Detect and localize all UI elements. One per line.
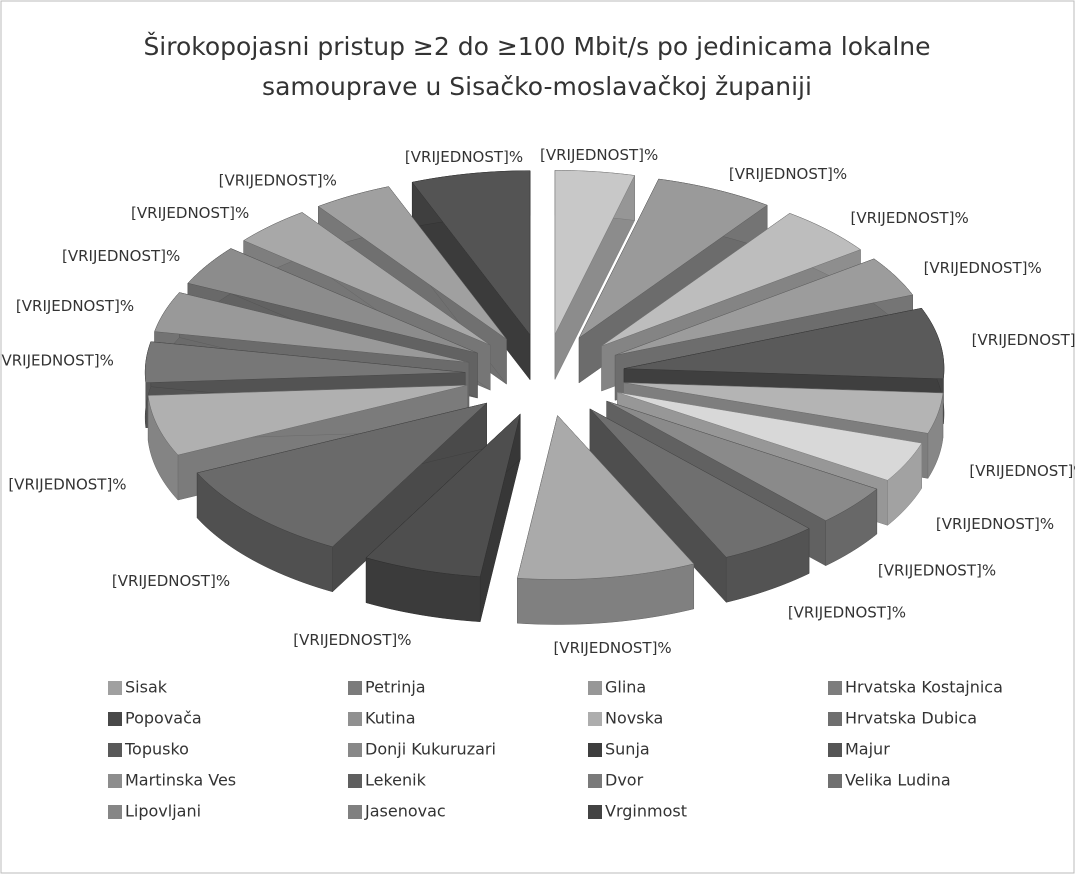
legend-label: Popovača: [125, 709, 202, 728]
data-label: [VRIJEDNOST]%: [553, 639, 671, 657]
legend-label: Vrginmost: [605, 802, 687, 821]
slice-top: [154, 292, 469, 363]
data-label: [VRIJEDNOST]%: [850, 209, 968, 227]
legend-label: Sunja: [605, 740, 650, 759]
legend-swatch: [588, 712, 602, 726]
legend-swatch: [348, 774, 362, 788]
slice-top: [317, 186, 507, 340]
slice-top: [589, 408, 810, 558]
slice: [196, 402, 488, 593]
data-label: [VRIJEDNOST]%: [972, 331, 1075, 349]
slice-top: [617, 392, 923, 481]
slice: [517, 414, 695, 625]
slice: [589, 408, 810, 603]
legend-swatch: [348, 805, 362, 819]
data-label: [VRIJEDNOST]%: [62, 247, 180, 265]
legend-label: Topusko: [124, 740, 189, 759]
data-label: [VRIJEDNOST]%: [293, 631, 411, 649]
data-label: [VRIJEDNOST]%: [878, 562, 996, 580]
data-label: [VRIJEDNOST]%: [8, 476, 126, 494]
data-label: [VRIJEDNOST]%: [16, 297, 134, 315]
legend-swatch: [348, 681, 362, 695]
slice-top: [243, 212, 491, 346]
legend-swatch: [588, 805, 602, 819]
data-label: [VRIJEDNOST]%: [969, 462, 1075, 480]
legend-label: Lekenik: [365, 771, 427, 790]
data-label: [VRIJEDNOST]%: [924, 259, 1042, 277]
legend-label: Glina: [605, 678, 646, 697]
data-label: [VRIJEDNOST]%: [788, 604, 906, 622]
slice-top: [615, 258, 914, 356]
legend-swatch: [348, 743, 362, 757]
legend-swatch: [828, 743, 842, 757]
legend-swatch: [588, 743, 602, 757]
legend-label: Donji Kukuruzari: [365, 740, 496, 759]
slice-top: [411, 170, 531, 336]
slice-top: [196, 402, 488, 548]
legend-label: Hrvatska Dubica: [845, 709, 977, 728]
slice: [365, 413, 521, 622]
slice-top: [554, 170, 635, 335]
legend-label: Petrinja: [365, 678, 426, 697]
legend-label: Jasenovac: [364, 802, 446, 821]
legend-label: Kutina: [365, 709, 416, 728]
chart-title: samouprave u Sisačko-moslavačkoj županij…: [262, 72, 812, 101]
legend-swatch: [828, 712, 842, 726]
legend-swatch: [108, 743, 122, 757]
slice-top: [578, 178, 768, 339]
legend-swatch: [108, 774, 122, 788]
slice-top: [606, 400, 878, 521]
legend-label: Majur: [845, 740, 890, 759]
data-label: [VRIJEDNOST]%: [112, 572, 230, 590]
legend-swatch: [108, 681, 122, 695]
legend-swatch: [108, 712, 122, 726]
legend-label: Hrvatska Kostajnica: [845, 678, 1003, 697]
data-label: [VRIJEDNOST]%: [0, 352, 114, 370]
slice-top: [187, 248, 478, 354]
legend-swatch: [588, 681, 602, 695]
legend-label: Dvor: [605, 771, 644, 790]
legend-label: Sisak: [125, 678, 168, 697]
data-label: [VRIJEDNOST]%: [936, 515, 1054, 533]
legend-swatch: [108, 805, 122, 819]
legend-swatch: [348, 712, 362, 726]
slice-top: [365, 413, 521, 577]
legend-swatch: [828, 681, 842, 695]
legend-swatch: [588, 774, 602, 788]
data-label: [VRIJEDNOST]%: [131, 204, 249, 222]
legend-swatch: [828, 774, 842, 788]
legend-label: Lipovljani: [125, 802, 201, 821]
data-label: [VRIJEDNOST]%: [219, 171, 337, 189]
slice-top: [623, 382, 944, 434]
data-label: [VRIJEDNOST]%: [405, 148, 523, 166]
data-label: [VRIJEDNOST]%: [729, 165, 847, 183]
slice-top: [144, 341, 466, 383]
slice-top: [147, 384, 468, 456]
slice-top: [517, 414, 695, 580]
legend-label: Martinska Ves: [125, 771, 236, 790]
data-label: [VRIJEDNOST]%: [540, 146, 658, 164]
legend-label: Velika Ludina: [845, 771, 951, 790]
slice-top: [601, 213, 861, 347]
slice-top: [623, 307, 945, 380]
legend-label: Novska: [605, 709, 663, 728]
slice: [554, 170, 635, 380]
chart-title: Širokopojasni pristup ≥2 do ≥100 Mbit/s …: [143, 31, 930, 61]
